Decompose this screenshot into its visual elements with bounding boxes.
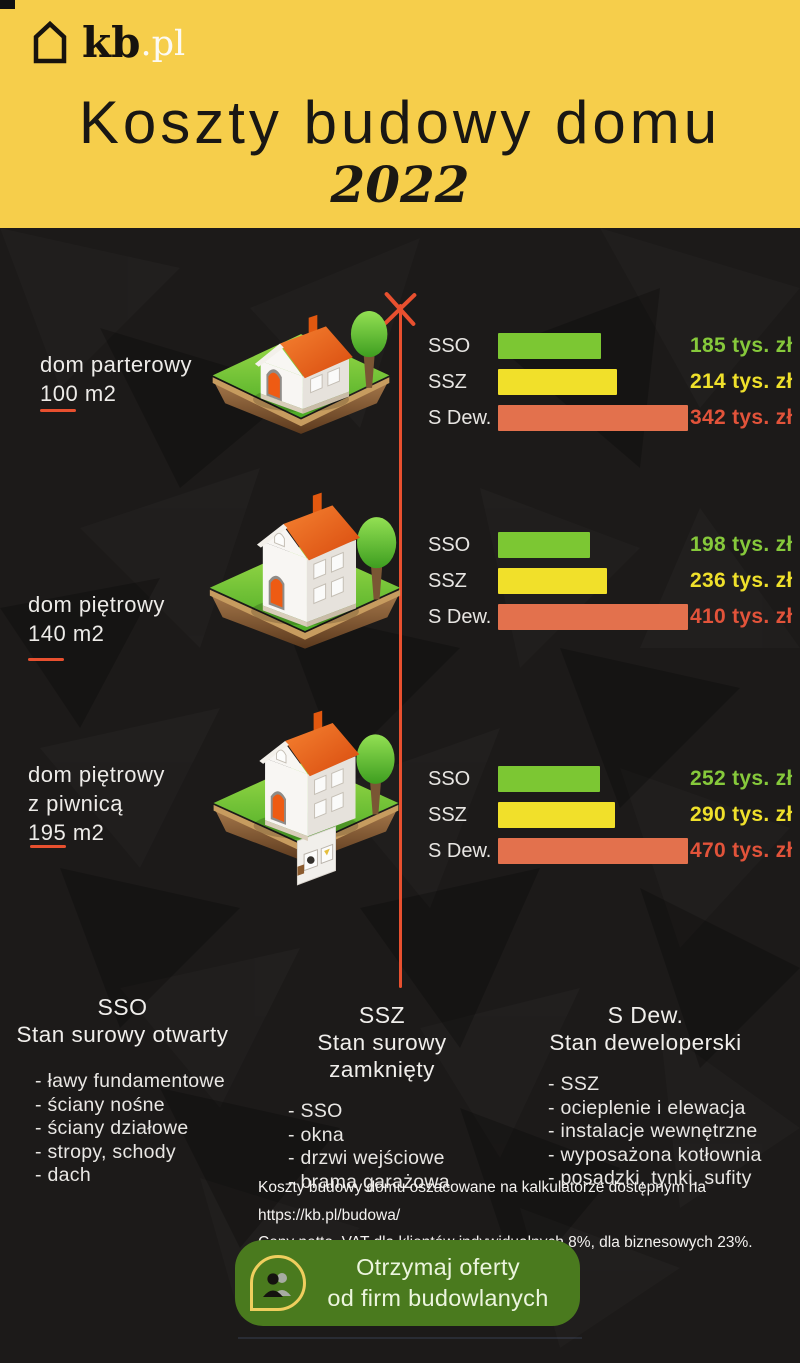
legend-item: - instalacje wewnętrzne: [548, 1120, 758, 1142]
house-illustration-parterowy: [212, 311, 390, 434]
chart-row: SSO 252 tys. zł: [428, 761, 794, 797]
logo-suffix: .pl: [140, 24, 186, 64]
legend-item: - ocieplenie i elewacja: [548, 1096, 746, 1119]
legend-item: - ławy fundamentowe: [35, 1070, 225, 1092]
legend-title: Stan surowy otwarty: [16, 1022, 229, 1047]
corner-artifact: [0, 0, 15, 9]
category-label: SSZ: [428, 803, 467, 826]
get-offers-button[interactable]: Otrzymaj oferty od firm budowlanych: [235, 1240, 580, 1326]
legend-title: Stan deweloperski: [549, 1030, 742, 1055]
category-label: SSZ: [428, 370, 467, 393]
vertical-axis-line: [399, 304, 402, 988]
bar-sdew: [498, 405, 688, 431]
legend-items: - ławy fundamentowe - ściany nośne - ścian…: [15, 1070, 230, 1188]
legend-items: - SSZ - ocieplenie i elewacja - instalacje…: [528, 1073, 763, 1191]
bar-value: 252 tys. zł: [690, 767, 793, 790]
house-name-line: dom piętrowy: [28, 762, 165, 787]
cta-line: Otrzymaj oferty: [356, 1254, 520, 1280]
bar-value: 290 tys. zł: [690, 803, 793, 826]
bar-sdew: [498, 604, 688, 630]
section-label-parterowy: dom parterowy 100 m2: [40, 350, 192, 408]
house-name-line: dom piętrowy: [28, 592, 165, 617]
category-label: S Dew.: [428, 605, 492, 628]
legend-item: - ściany nośne: [35, 1093, 165, 1116]
logo-text: kb: [82, 18, 141, 67]
category-label: SSO: [428, 334, 471, 357]
category-label: SSZ: [428, 569, 467, 592]
legend-sso: SSO Stan surowy otwarty - ławy fundament…: [15, 994, 230, 1188]
legend-item: - dach: [35, 1164, 91, 1186]
chart-row: SSZ 236 tys. zł: [428, 563, 794, 599]
bar-value: 342 tys. zł: [690, 406, 793, 429]
bar-ssz: [498, 369, 617, 395]
legend-ssz: SSZ Stan surowy zamknięty - SSO - okna - d…: [262, 1002, 502, 1194]
footnote-line: Koszty budowy domu oszacowane na kalkula…: [258, 1179, 707, 1224]
legend-abbr: SSO: [97, 994, 148, 1020]
chart-row: S Dew. 342 tys. zł: [428, 400, 794, 436]
house-name-line: 140 m2: [28, 621, 105, 646]
chart-parterowy: SSO 185 tys. zł SSZ 214 tys. zł S Dew. 3…: [428, 328, 794, 436]
section-label-piwnica: dom piętrowy z piwnicą 195 m2: [28, 760, 165, 847]
category-label: SSO: [428, 767, 471, 790]
house-name-line: 195 m2: [28, 820, 105, 845]
people-bubble-icon: [250, 1255, 306, 1311]
section-label-pietrowy: dom piętrowy 140 m2: [28, 590, 165, 648]
label-underline: [28, 658, 64, 661]
house-illustration-piwnica: [213, 710, 399, 886]
bar-ssz: [498, 568, 607, 594]
page-title: Koszty budowy domu: [78, 89, 722, 156]
bar-sso: [498, 333, 601, 359]
chart-pietrowy: SSO 198 tys. zł SSZ 236 tys. zł S Dew. 4…: [428, 527, 794, 635]
chart-piwnica: SSO 252 tys. zł SSZ 290 tys. zł S Dew. 4…: [428, 761, 794, 869]
legend-item: - ściany działowe: [35, 1117, 189, 1139]
bar-ssz: [498, 802, 615, 828]
chart-row: SSO 185 tys. zł: [428, 328, 794, 364]
legend-item: - SSO: [288, 1100, 343, 1122]
legend-item: - wyposażona kotłownia: [548, 1143, 762, 1166]
bar-value: 410 tys. zł: [690, 605, 793, 628]
legend-sdew: S Dew. Stan deweloperski - SSZ - ocieplen…: [528, 1002, 763, 1191]
category-label: S Dew.: [428, 839, 492, 862]
bar-sso: [498, 766, 600, 792]
legend-items: - SSO - okna - drzwi wejściowe - brama gara…: [262, 1100, 502, 1194]
label-underline: [30, 845, 66, 848]
legend-item: - stropy, schody: [35, 1140, 176, 1163]
house-name-line: 100 m2: [40, 381, 117, 406]
legend-abbr: S Dew.: [607, 1002, 684, 1028]
page-year: 2022: [330, 155, 470, 214]
bar-sso: [498, 532, 590, 558]
house-name-line: dom parterowy: [40, 352, 193, 377]
house-illustration-pietrowy: [209, 492, 401, 649]
label-underline: [40, 409, 76, 412]
bottom-divider: [238, 1337, 582, 1339]
house-name-line: z piwnicą: [28, 791, 123, 816]
chart-row: SSO 198 tys. zł: [428, 527, 794, 563]
legend-item: - SSZ: [548, 1073, 600, 1095]
legend-title: Stan surowy zamknięty: [317, 1030, 447, 1082]
content: dom parterowy 100 m2: [0, 228, 800, 1363]
bar-value: 198 tys. zł: [690, 533, 793, 556]
logo: kb .pl: [26, 18, 185, 66]
category-label: S Dew.: [428, 406, 492, 429]
chart-row: SSZ 290 tys. zł: [428, 797, 794, 833]
chart-row: SSZ 214 tys. zł: [428, 364, 794, 400]
chart-row: S Dew. 410 tys. zł: [428, 599, 794, 635]
bar-value: 236 tys. zł: [690, 569, 793, 592]
header: kb .pl Koszty budowy domu 2022: [0, 0, 800, 228]
bar-value: 185 tys. zł: [690, 334, 793, 357]
home-icon: [33, 20, 67, 64]
legend-item: - posadzki, tynki, sufity: [548, 1167, 752, 1189]
category-label: SSO: [428, 533, 471, 556]
bar-value: 214 tys. zł: [690, 370, 793, 393]
bar-value: 470 tys. zł: [690, 839, 793, 862]
bar-sdew: [498, 838, 688, 864]
cta-label: Otrzymaj oferty od firm budowlanych: [306, 1252, 580, 1314]
chart-row: S Dew. 470 tys. zł: [428, 833, 794, 869]
legend-item: - okna: [288, 1123, 344, 1146]
legend-item: - drzwi wejściowe: [288, 1147, 445, 1169]
cta-line: od firm budowlanych: [327, 1285, 549, 1311]
legend-item: - brama garażowa: [288, 1170, 450, 1193]
legend-abbr: SSZ: [358, 1002, 406, 1028]
